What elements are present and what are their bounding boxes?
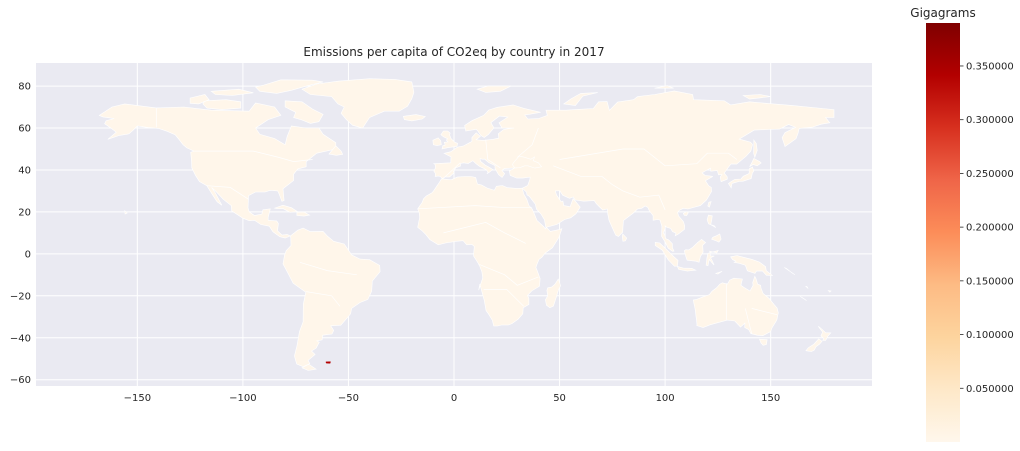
country-banks-is [189,94,210,105]
x-tick-label: 150 [761,393,780,404]
y-tick-label: 40 [18,165,31,176]
colorbar-tick-label: 0.100000 [966,330,1014,341]
y-tick-label: 20 [18,207,31,218]
colorbar-tick-label: 0.250000 [966,169,1014,180]
country-hokkaido [749,157,762,168]
colorbar-title: Gigagrams [910,6,975,20]
highlight-layer [325,361,331,364]
country-tierra-del-fuego [301,364,317,371]
country-border [443,162,461,179]
country-ireland [432,137,442,146]
country-hispaniola [296,211,311,217]
x-tick-label: −100 [229,393,256,404]
colorbar-tick-label: 0.300000 [966,115,1014,126]
country-timor [714,271,723,275]
country-ellesmere [255,79,324,94]
world-map [98,78,835,371]
country-border [485,139,501,169]
country-mindanao [711,233,722,243]
country-border [483,289,524,307]
y-tick-label: 60 [18,124,31,135]
x-tick-label: −50 [338,393,359,404]
country-solomon [784,267,796,276]
country-border [553,165,666,210]
y-tick-label: 80 [18,82,31,93]
colorbar-tick-label: 0.350000 [966,61,1014,72]
country-japan [727,166,755,189]
colorbar-ticks: 0.050000 0.100000 0.150000 0.200000 0.250000… [960,61,1014,395]
country-new-guinea [730,255,774,276]
country-nz-south [805,338,823,352]
country-border [443,222,526,244]
country-border [744,308,753,334]
country-java [676,265,697,272]
country-taiwan [707,201,712,208]
country-cuba [273,204,299,213]
y-axis: −60 −40 −20 0 20 40 60 80 [10,82,31,387]
country-border [559,148,738,167]
country-eurasia [432,90,835,252]
x-axis: −150 −100 −50 0 50 100 150 [124,393,781,404]
country-australia [692,275,779,337]
country-border [751,308,778,316]
country-greenland [301,78,415,129]
chart-title: Emissions per capita of CO2eq by country… [303,45,604,59]
country-sakhalin [753,139,758,159]
country-nsi [742,94,771,100]
country-fiji [827,290,832,293]
country-tasmania [759,338,768,346]
country-severnaya [654,85,674,89]
country-border [306,291,341,307]
y-tick-label: 0 [25,249,31,260]
country-madagascar [545,278,561,308]
country-new-caledonia [800,296,807,301]
colorbar-tick-label: 0.050000 [966,384,1014,395]
country-border [418,205,533,210]
country-border [194,150,313,162]
country-luzon [706,214,717,228]
country-borneo [683,239,707,263]
country-border [206,185,249,200]
country-svalbard [476,85,512,93]
x-tick-label: 0 [451,393,457,404]
country-south-america [282,227,381,368]
country-sulawesi [705,250,719,266]
country-baffin [284,100,324,124]
country-iceland [402,114,426,122]
highlight-falkland-islands [325,361,331,364]
country-hainan [682,211,689,216]
colorbar-tick-label: 0.150000 [966,276,1014,287]
colorbar-tick-label: 0.200000 [966,223,1014,234]
country-nz-north [818,325,832,341]
y-tick-label: −40 [10,333,31,344]
country-great-britain [440,130,458,150]
y-tick-label: −60 [10,375,31,386]
country-victoria-is [202,99,242,110]
colorbar [926,23,960,442]
country-border [517,127,539,158]
country-sri-lanka [621,233,628,242]
x-tick-label: 50 [553,393,566,404]
country-arctic-isl [210,88,254,96]
country-border [299,261,357,276]
x-tick-label: −150 [124,393,151,404]
country-north-america [98,102,337,239]
country-hawaii [124,209,128,215]
y-tick-label: −20 [10,291,31,302]
country-novaya-zemlya [563,92,598,106]
country-vanuatu [805,285,809,289]
country-africa [417,176,563,327]
country-border [479,264,539,286]
country-newfoundland [328,145,344,156]
x-tick-label: 100 [656,393,675,404]
